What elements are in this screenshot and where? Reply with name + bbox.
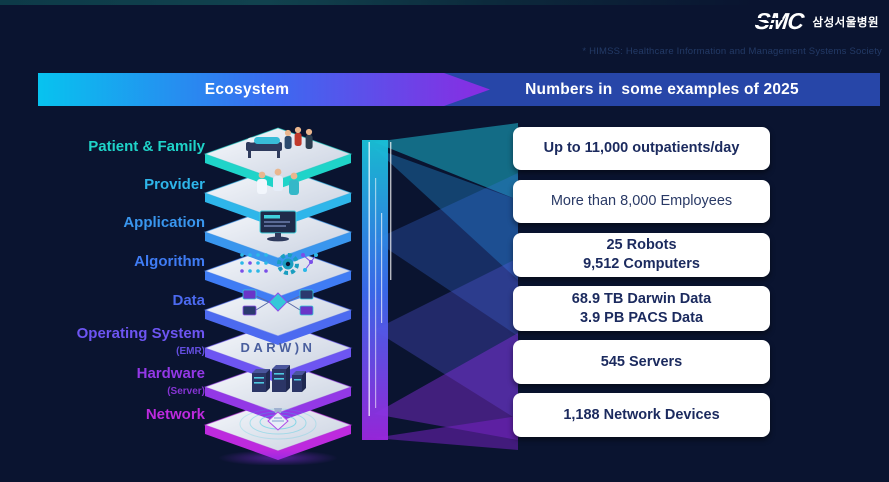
- patient-bed-family-icon: [246, 126, 313, 158]
- stat-employees: More than 8,000 Employees: [513, 180, 770, 223]
- connector-beams-graphic: [362, 123, 518, 450]
- beam-triangle: [374, 148, 518, 280]
- label-data: Data: [172, 292, 205, 309]
- darwin-wordmark: DARW)N: [241, 340, 316, 355]
- logo-stripe-icon: [756, 18, 783, 20]
- stat-robots-computers: 25 Robots 9,512 Computers: [513, 233, 770, 277]
- numbers-banner-label: Numbers in some examples of 2025: [525, 80, 799, 98]
- strip-line: [390, 142, 392, 280]
- beam-triangle: [374, 173, 518, 336]
- himss-footnote: * HIMSS: Healthcare Information and Mana…: [582, 46, 882, 57]
- ecosystem-banner-label: Ecosystem: [204, 80, 290, 98]
- label-network: Network: [145, 406, 205, 423]
- desktop-monitor-icon: [259, 210, 297, 242]
- medical-staff-icon: [257, 168, 299, 195]
- beam-triangle: [374, 333, 518, 440]
- ecosystem-layer-stack: DARW)N: [203, 126, 353, 465]
- stat-servers: 545 Servers: [513, 340, 770, 384]
- connected-devices-icon: [242, 289, 314, 316]
- label-hardware: Hardware (Server): [136, 365, 205, 397]
- ai-gear-network-icon: [240, 253, 318, 275]
- strip-line: [368, 142, 370, 416]
- beam-triangle: [374, 123, 518, 200]
- smc-logo: SMC 삼성서울병원: [754, 8, 879, 34]
- logo-stripe-icon: [756, 23, 775, 25]
- wireless-beacon-icon: [239, 408, 317, 440]
- server-racks-icon: [252, 365, 306, 392]
- label-application: Application: [123, 214, 205, 231]
- label-operating-system: Operating System (EMR): [76, 325, 205, 357]
- top-accent-strip: [0, 0, 889, 5]
- label-patient-family: Patient & Family: [88, 138, 205, 155]
- beam-triangle: [374, 416, 518, 450]
- ecosystem-banner: Ecosystem: [38, 73, 490, 106]
- beam-triangle: [374, 258, 518, 420]
- hospital-name: 삼성서울병원: [812, 16, 879, 29]
- label-provider: Provider: [144, 176, 205, 193]
- stack-glow: [218, 450, 338, 465]
- stat-darwin-pacs-data: 68.9 TB Darwin Data 3.9 PB PACS Data: [513, 286, 770, 331]
- stat-outpatients: Up to 11,000 outpatients/day: [513, 127, 770, 170]
- smc-logo-wordmark: SMC: [754, 8, 805, 34]
- smc-logo-text: SMC: [754, 8, 805, 34]
- stat-network-devices: 1,188 Network Devices: [513, 393, 770, 437]
- strip-line: [375, 178, 377, 408]
- strip-line: [381, 213, 383, 323]
- label-algorithm: Algorithm: [134, 253, 205, 270]
- numbers-banner: Numbers in some examples of 2025: [444, 73, 880, 106]
